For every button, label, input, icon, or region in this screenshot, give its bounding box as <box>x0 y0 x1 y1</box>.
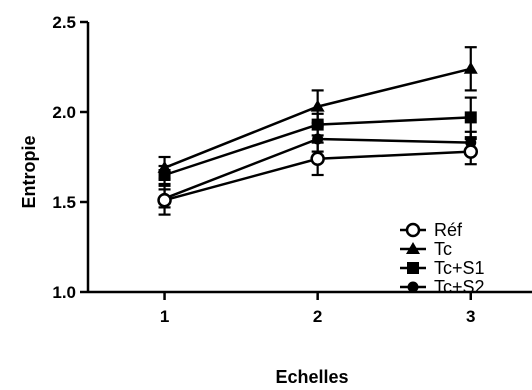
y-ticks: 1.0 1.5 2.0 2.5 <box>52 13 88 302</box>
legend-label: Réf <box>434 220 463 240</box>
data-point <box>464 111 477 124</box>
y-tick-label: 1.5 <box>52 193 76 212</box>
data-point <box>463 144 479 159</box>
legend-marker <box>406 242 420 254</box>
legend-label: Tc+S1 <box>434 258 485 278</box>
y-tick-label: 1.0 <box>52 283 76 302</box>
legend-item: Réf <box>400 220 463 240</box>
legend-label: Tc+S2 <box>434 277 485 297</box>
data-point <box>157 192 172 208</box>
legend-marker <box>407 262 419 274</box>
series-layer <box>157 46 479 216</box>
data-point <box>310 151 325 167</box>
series-Réf <box>157 137 479 216</box>
data-point <box>311 118 324 131</box>
legend-marker <box>407 281 419 293</box>
x-axis-title: Echelles <box>275 367 348 387</box>
data-point <box>310 99 325 112</box>
legend-item: Tc+S1 <box>400 258 485 278</box>
data-point <box>463 61 478 74</box>
x-tick-label: 2 <box>313 307 322 326</box>
legend-item: Tc <box>400 239 452 259</box>
y-tick-label: 2.0 <box>52 103 76 122</box>
legend-item: Tc+S2 <box>400 277 485 297</box>
legend-label: Tc <box>434 239 452 259</box>
y-tick-label: 2.5 <box>52 13 76 32</box>
axes <box>86 22 532 294</box>
x-ticks: 1 2 3 <box>160 292 475 326</box>
data-point <box>158 169 171 181</box>
y-axis-title: Entropie <box>19 135 39 208</box>
legend-marker <box>405 222 421 238</box>
x-tick-label: 3 <box>466 307 475 326</box>
x-tick-label: 1 <box>160 307 169 326</box>
